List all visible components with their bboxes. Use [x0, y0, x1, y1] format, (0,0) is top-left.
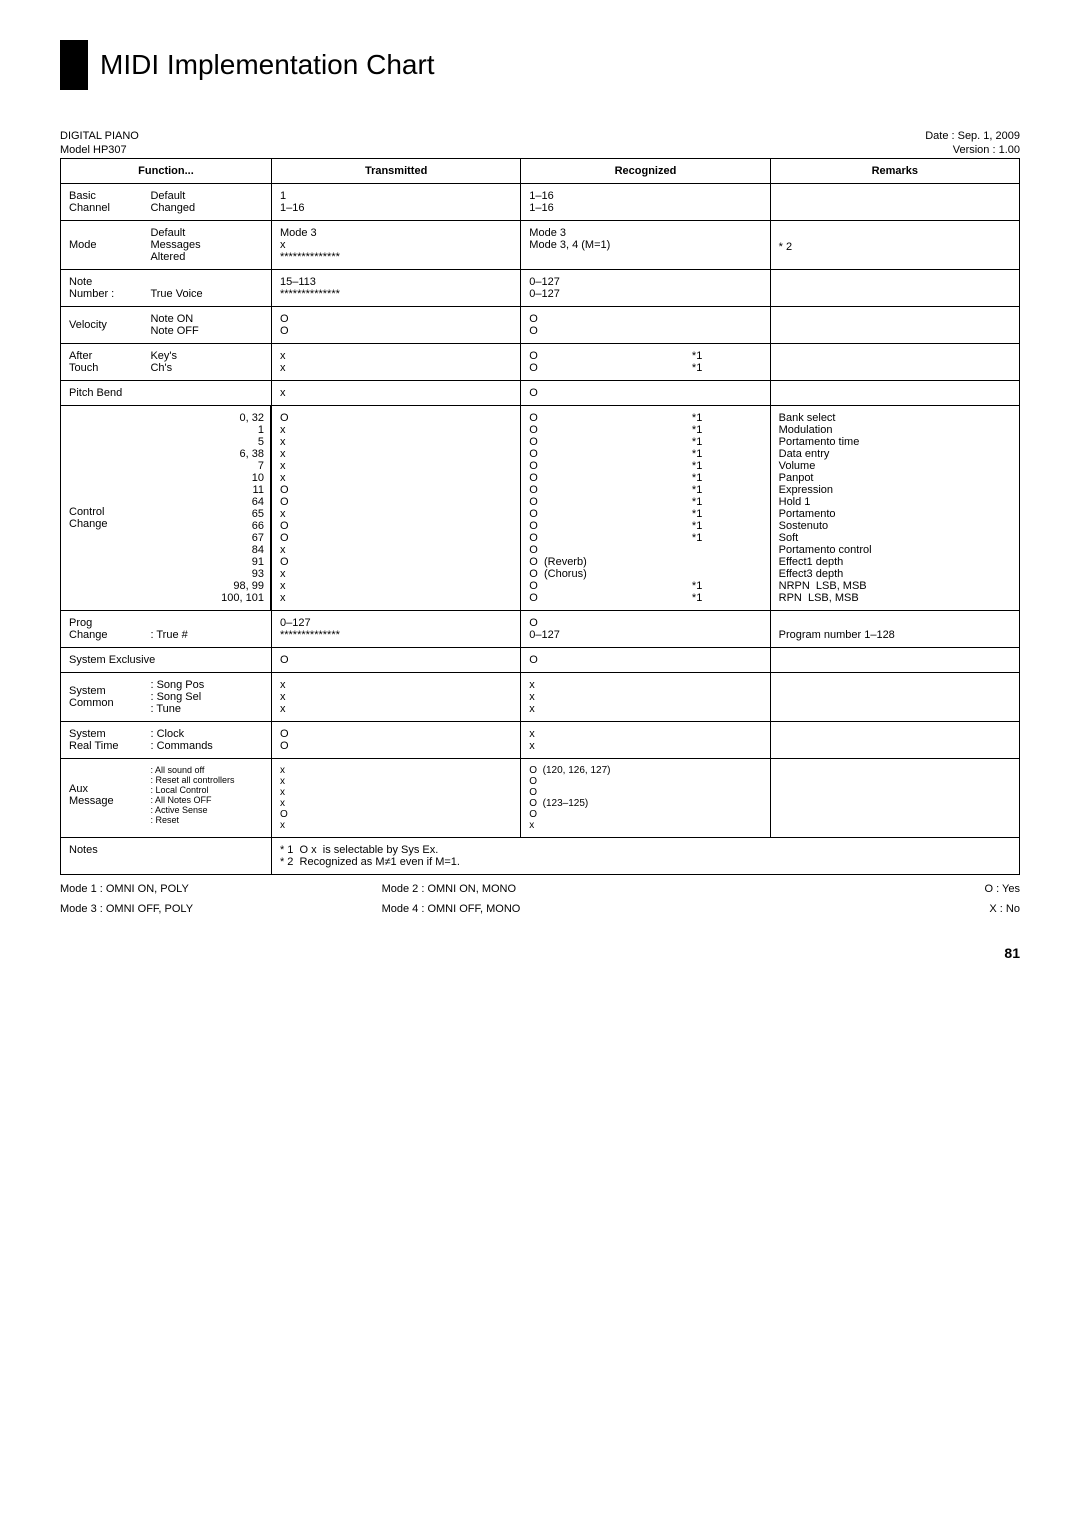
header-function: Function...	[61, 159, 272, 184]
row-prog: Prog Change : True # 0–127 *************…	[61, 611, 1020, 648]
meta-left-2: Model HP307	[60, 144, 127, 156]
note-rem	[770, 270, 1019, 307]
header-row: Function... Transmitted Recognized Remar…	[61, 159, 1020, 184]
row-sysrt: System Real Time : Clock : Commands O O …	[61, 722, 1020, 759]
row-sysex: System Exclusive O O	[61, 648, 1020, 673]
after-sub: Key's Ch's	[150, 350, 263, 374]
velocity-label: Velocity	[69, 313, 150, 337]
syscommon-rx: x x x	[521, 673, 770, 722]
mode-r1: O : Yes	[703, 883, 1020, 895]
basic-tx: 1 1–16	[271, 184, 520, 221]
prog-tx: 0–127 **************	[271, 611, 520, 648]
title-row: MIDI Implementation Chart	[60, 40, 1020, 90]
aux-rem	[770, 759, 1019, 838]
control-rem: Bank select Modulation Portamento time D…	[770, 406, 1019, 611]
pitch-rem	[770, 381, 1019, 406]
notes-text: * 1 O x is selectable by Sys Ex. * 2 Rec…	[271, 838, 1019, 875]
velocity-tx: O O	[271, 307, 520, 344]
row-mode: Mode Default Messages Altered Mode 3 x *…	[61, 221, 1020, 270]
meta-row-2: Model HP307 Version : 1.00	[60, 144, 1020, 156]
control-nums: 0, 32 1 5 6, 38 7 10 11 64 65 66 67 84 9…	[157, 406, 271, 610]
modes-row-2: Mode 3 : OMNI OFF, POLY Mode 4 : OMNI OF…	[60, 903, 1020, 915]
meta-row-1: DIGITAL PIANO Date : Sep. 1, 2009	[60, 130, 1020, 142]
control-label: Control Change	[61, 406, 157, 610]
control-rx: O O O O O O O O O O O O O (Reverb) O (Ch…	[529, 412, 692, 604]
sysrt-rem	[770, 722, 1019, 759]
pitch-label: Pitch Bend	[61, 381, 272, 406]
row-basic: Basic Channel Default Changed 1 1–16 1–1…	[61, 184, 1020, 221]
prog-rx: O 0–127	[521, 611, 770, 648]
sysex-label: System Exclusive	[61, 648, 272, 673]
after-label: After Touch	[69, 350, 150, 374]
control-tx: O x x x x x O O x O O x O x x x	[271, 406, 520, 611]
aux-sub: : All sound off : Reset all controllers …	[150, 765, 263, 825]
basic-rem	[770, 184, 1019, 221]
row-syscommon: System Common : Song Pos : Song Sel : Tu…	[61, 673, 1020, 722]
velocity-sub: Note ON Note OFF	[150, 313, 263, 337]
header-recognized: Recognized	[521, 159, 770, 184]
basic-rx: 1–16 1–16	[521, 184, 770, 221]
syscommon-sub: : Song Pos : Song Sel : Tune	[150, 679, 263, 715]
after-tx: x x	[271, 344, 520, 381]
mode-r2: X : No	[703, 903, 1020, 915]
sysex-tx: O	[271, 648, 520, 673]
after-rx: O O	[529, 350, 692, 374]
meta-right-2: Version : 1.00	[953, 144, 1020, 156]
page-number: 81	[60, 945, 1020, 961]
mode-l1: Mode 1 : OMNI ON, POLY	[60, 883, 377, 895]
velocity-rx: O O	[521, 307, 770, 344]
mode-rem: * 2	[770, 221, 1019, 270]
note-rx: 0–127 0–127	[521, 270, 770, 307]
note-sub: True Voice	[150, 276, 263, 300]
mode-label: Mode	[69, 227, 150, 263]
page-title: MIDI Implementation Chart	[100, 49, 435, 81]
sysrt-sub: : Clock : Commands	[150, 728, 263, 752]
meta-left-1: DIGITAL PIANO	[60, 130, 139, 142]
syscommon-label: System Common	[69, 679, 150, 715]
row-notes: Notes * 1 O x is selectable by Sys Ex. *…	[61, 838, 1020, 875]
after-rem	[770, 344, 1019, 381]
mode-l2: Mode 3 : OMNI OFF, POLY	[60, 903, 377, 915]
mode-sub: Default Messages Altered	[150, 227, 263, 263]
header-transmitted: Transmitted	[271, 159, 520, 184]
control-rxnote: *1 *1 *1 *1 *1 *1 *1 *1 *1 *1 *1 *1 *1	[692, 412, 762, 604]
sysrt-rx: x x	[521, 722, 770, 759]
mode-c1: Mode 2 : OMNI ON, MONO	[382, 883, 699, 895]
sysex-rx: O	[521, 648, 770, 673]
pitch-rx: O	[521, 381, 770, 406]
midi-chart-table: Function... Transmitted Recognized Remar…	[60, 158, 1020, 875]
prog-label: Prog Change	[69, 617, 150, 641]
notes-label: Notes	[61, 838, 272, 875]
row-after: After Touch Key's Ch's x x O O *1 *1	[61, 344, 1020, 381]
sysrt-label: System Real Time	[69, 728, 150, 752]
sysrt-tx: O O	[271, 722, 520, 759]
basic-label: Basic Channel	[69, 190, 150, 214]
syscommon-rem	[770, 673, 1019, 722]
row-aux: Aux Message : All sound off : Reset all …	[61, 759, 1020, 838]
header-remarks: Remarks	[770, 159, 1019, 184]
mode-tx: Mode 3 x **************	[271, 221, 520, 270]
velocity-rem	[770, 307, 1019, 344]
note-tx: 15–113 **************	[271, 270, 520, 307]
mode-rx: Mode 3 Mode 3, 4 (M=1)	[521, 221, 770, 270]
note-label: Note Number :	[69, 276, 150, 300]
aux-rx: O (120, 126, 127) O O O (123–125) O x	[521, 759, 770, 838]
modes-row-1: Mode 1 : OMNI ON, POLY Mode 2 : OMNI ON,…	[60, 883, 1020, 895]
row-velocity: Velocity Note ON Note OFF O O O O	[61, 307, 1020, 344]
row-note: Note Number : True Voice 15–113 ********…	[61, 270, 1020, 307]
row-control: Control Change 0, 32 1 5 6, 38 7 10 11 6…	[61, 406, 1020, 611]
basic-sub: Default Changed	[150, 190, 263, 214]
sysex-rem	[770, 648, 1019, 673]
mode-c2: Mode 4 : OMNI OFF, MONO	[382, 903, 699, 915]
meta-right-1: Date : Sep. 1, 2009	[925, 130, 1020, 142]
prog-sub: : True #	[150, 617, 263, 641]
aux-label: Aux Message	[69, 765, 150, 825]
syscommon-tx: x x x	[271, 673, 520, 722]
prog-rem: Program number 1–128	[770, 611, 1019, 648]
row-pitch: Pitch Bend x O	[61, 381, 1020, 406]
black-tab	[60, 40, 88, 90]
aux-tx: x x x x O x	[271, 759, 520, 838]
pitch-tx: x	[271, 381, 520, 406]
after-rxnote: *1 *1	[692, 350, 762, 374]
